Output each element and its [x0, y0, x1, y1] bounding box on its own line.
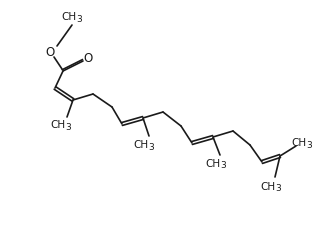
Text: 3: 3: [148, 142, 154, 151]
Text: 3: 3: [76, 14, 82, 24]
Text: 3: 3: [306, 140, 312, 149]
Text: CH: CH: [51, 120, 66, 130]
Text: O: O: [45, 46, 55, 59]
Text: CH: CH: [61, 12, 77, 22]
Text: CH: CH: [260, 181, 276, 191]
Text: 3: 3: [65, 122, 71, 131]
Text: 3: 3: [220, 161, 226, 170]
Text: O: O: [83, 51, 93, 64]
Text: CH: CH: [291, 138, 307, 147]
Text: CH: CH: [205, 158, 221, 168]
Text: CH: CH: [134, 140, 149, 149]
Text: 3: 3: [275, 184, 281, 193]
